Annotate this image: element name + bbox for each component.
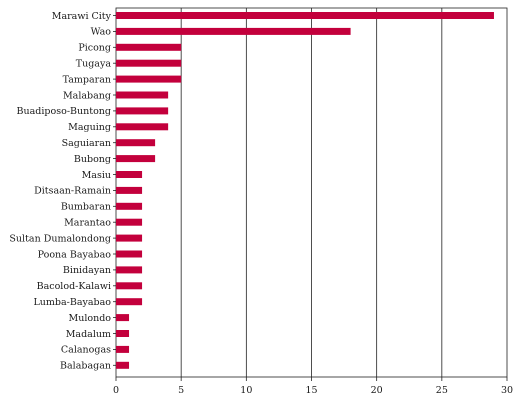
bar: [116, 27, 351, 35]
category-label: Lumba-Bayabao: [33, 297, 111, 308]
x-tick-label: 20: [371, 385, 383, 396]
category-label: Bubong: [74, 154, 111, 165]
category-label: Malabang: [63, 90, 111, 101]
x-tick-label: 30: [501, 385, 513, 396]
category-label: Buadiposo-Buntong: [17, 106, 111, 117]
x-tick-label: 15: [305, 385, 317, 396]
category-label: Tugaya: [76, 59, 112, 70]
bar: [116, 330, 130, 337]
category-label: Marantao: [64, 218, 111, 229]
bar: [116, 91, 169, 99]
category-label: Balabagan: [60, 361, 111, 372]
bars: [116, 12, 494, 369]
category-label: Ditsaan-Ramain: [34, 186, 111, 197]
bar: [116, 282, 143, 290]
bar: [116, 12, 494, 19]
category-label: Marawi City: [52, 11, 112, 22]
category-label: Poona Bayabao: [38, 249, 112, 260]
x-tick-label: 0: [113, 385, 119, 396]
bar: [116, 139, 156, 147]
bar: [116, 250, 143, 258]
x-tick-label: 25: [436, 385, 448, 396]
category-label: Sultan Dumalondong: [9, 233, 111, 244]
category-label: Tamparan: [63, 74, 111, 85]
bar: [116, 314, 130, 322]
category-label: Binidayan: [63, 265, 111, 276]
bar: [116, 234, 143, 242]
bar: [116, 345, 130, 353]
bar: [116, 171, 143, 178]
category-label: Bacolod-Kalawi: [37, 281, 111, 292]
bar: [116, 43, 182, 51]
category-label: Picong: [78, 43, 111, 54]
bar: [116, 107, 169, 115]
category-labels: Marawi City Wao Picong Tugaya Tamparan Malaba…: [9, 11, 116, 372]
category-label: Calanogas: [61, 345, 111, 356]
category-label: Maguing: [68, 122, 111, 133]
x-axis-ticks: 0 5 10 15 20 25 30: [113, 377, 513, 396]
category-label: Masiu: [82, 170, 111, 181]
category-label: Wao: [91, 27, 112, 38]
bar: [116, 59, 182, 67]
bar: [116, 123, 169, 131]
x-tick-label: 5: [178, 385, 184, 396]
bar: [116, 202, 143, 210]
bar: [116, 75, 182, 83]
category-label: Bumbaran: [61, 202, 111, 213]
gridlines: [180, 8, 443, 377]
x-tick-label: 10: [240, 385, 252, 396]
category-label: Mulondo: [68, 313, 111, 324]
category-label: Saguiaran: [62, 138, 111, 149]
bar: [116, 218, 143, 226]
bar: [116, 186, 143, 194]
bar: [116, 266, 143, 274]
bar: [116, 361, 130, 369]
bar: [116, 155, 156, 163]
bar: [116, 298, 143, 306]
category-label: Madalum: [66, 329, 111, 340]
